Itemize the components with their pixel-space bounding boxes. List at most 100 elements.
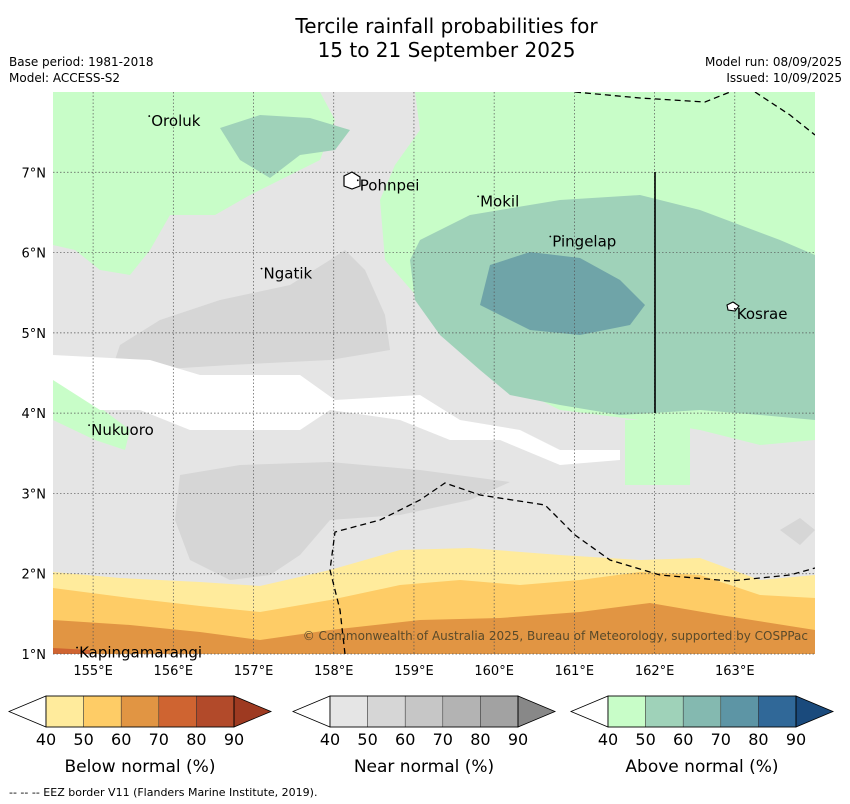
colorbar-tick-label: 60 — [395, 730, 415, 749]
longitude-tick-label: 161°E — [555, 664, 595, 679]
eez-border-north — [574, 92, 731, 103]
colorbar-outline — [45, 695, 235, 728]
colorbar-tick-label: 90 — [508, 730, 528, 749]
colorbar-tick-label: 60 — [111, 730, 131, 749]
longitude-tick-labels: 155°E 156°E 157°E 158°E 159°E 160°E 161°E 162°E… — [73, 664, 754, 679]
title-line-1: Tercile rainfall probabilities for — [295, 14, 598, 38]
colorbar-segment — [682, 695, 722, 728]
colorbar-extend-high — [795, 695, 835, 728]
colorbar-segment — [367, 695, 406, 728]
colorbar-segment — [442, 695, 481, 728]
meta-left: Base period: 1981-2018 Model: ACCESS-S2 — [9, 54, 154, 86]
colorbar-segment — [607, 695, 646, 728]
above-normal-60-north — [220, 115, 350, 178]
place-marker — [260, 267, 263, 270]
kosrae-island — [726, 301, 740, 312]
below-normal-80-patch — [53, 648, 90, 654]
place-label: Pingelap — [552, 233, 616, 251]
probability-field — [53, 92, 815, 654]
place-label: Pohnpei — [360, 176, 420, 194]
eez-border-northeast — [754, 92, 815, 136]
place-marker — [733, 307, 736, 310]
colorbar-tick-label: 50 — [635, 730, 655, 749]
place-marker — [148, 115, 151, 117]
colorbar-segment — [480, 695, 519, 728]
colorbar-segment — [758, 695, 797, 728]
colorbar-tick-label: 70 — [711, 730, 731, 749]
longitude-tick-label: 162°E — [635, 664, 675, 679]
colorbar-tick-label: 60 — [673, 730, 693, 749]
place-label: Kapingamarangi — [79, 644, 202, 662]
near-normal-60-region — [115, 250, 390, 370]
colorbar-tick-label: 70 — [433, 730, 453, 749]
above-normal-region-west — [53, 380, 130, 450]
model-name: Model: ACCESS-S2 — [9, 71, 121, 85]
colorbar-outline — [329, 695, 519, 728]
latitude-tick-labels: 7°N 6°N 5°N 4°N 3°N 2°N 1°N — [22, 166, 47, 663]
colorbar-extend-low — [569, 695, 609, 728]
model-run: Model run: 08/09/2025 — [704, 55, 842, 69]
colorbar: 40 50 60 70 80 90 Below normal (%) — [7, 695, 273, 777]
colorbar-tick-label: 40 — [320, 730, 340, 749]
meta-right: Model run: 08/09/2025 Issued: 10/09/2025 — [705, 54, 842, 86]
place-label: Kosrae — [737, 305, 788, 323]
above-normal-patch-south — [625, 420, 690, 485]
colorbar-segment — [720, 695, 759, 728]
low-probability-band — [53, 355, 620, 465]
colorbar-segment — [645, 695, 684, 728]
colorbar-tick-label: 90 — [224, 730, 244, 749]
colorbar: 40 50 60 70 80 90 Near normal (%) — [291, 695, 557, 777]
colorbar-title: Below normal (%) — [65, 757, 216, 777]
longitude-tick-label: 158°E — [314, 664, 354, 679]
colorbar-tick-label: 90 — [786, 730, 806, 749]
colorbar-title: Above normal (%) — [625, 757, 778, 777]
colorbar-outline — [607, 695, 797, 728]
place-marker — [477, 195, 480, 198]
near-normal-60-south — [175, 462, 510, 580]
colorbar-segment — [45, 695, 84, 728]
longitude-tick-label: 155°E — [73, 664, 113, 679]
place-labels: Oroluk Pohnpei Mokil Pingelap Ngatik Kosrae Nu… — [76, 112, 788, 662]
colorbar-tick-label: 70 — [149, 730, 169, 749]
latitude-tick-label: 3°N — [22, 487, 47, 502]
latitude-tick-label: 4°N — [22, 407, 47, 422]
place-label: Oroluk — [151, 112, 200, 130]
base-period: Base period: 1981-2018 — [9, 55, 154, 69]
eez-borders — [329, 92, 815, 654]
colorbar-extend-high — [517, 695, 557, 728]
colorbar-segment — [120, 695, 160, 728]
colorbar-tick-label: 40 — [36, 730, 56, 749]
place-marker — [76, 646, 78, 649]
colorbar-tick-label: 80 — [186, 730, 206, 749]
colorbar-tick-label: 50 — [357, 730, 377, 749]
latitude-tick-label: 5°N — [22, 327, 47, 342]
colorbar-extend-low — [291, 695, 331, 728]
colorbar-segment — [158, 695, 197, 728]
copyright-text: © Commonwealth of Australia 2025, Bureau… — [303, 629, 808, 643]
colorbar-tick-label: 50 — [73, 730, 93, 749]
place-label: Nukuoro — [91, 421, 154, 439]
place-marker — [549, 235, 552, 238]
colorbar-tick-label: 40 — [598, 730, 618, 749]
latitude-tick-label: 1°N — [22, 648, 47, 663]
above-normal-70-core — [480, 252, 645, 335]
eez-border-south — [329, 482, 815, 654]
colorbar-extend-high — [233, 695, 273, 728]
place-label: Mokil — [480, 192, 519, 210]
chart-title: Tercile rainfall probabilities for 15 to… — [0, 14, 850, 62]
colorbar: 40 50 60 70 80 90 Above normal (%) — [569, 695, 835, 777]
colorbar-segment — [404, 695, 444, 728]
longitude-tick-label: 160°E — [474, 664, 514, 679]
colorbar-segment — [196, 695, 235, 728]
place-marker — [356, 179, 359, 182]
latitude-tick-label: 6°N — [22, 247, 47, 262]
below-normal-70-band — [53, 603, 815, 654]
colorbar-extend-low — [7, 695, 47, 728]
longitude-tick-label: 156°E — [154, 664, 194, 679]
longitude-tick-label: 163°E — [715, 664, 755, 679]
graticule — [53, 92, 815, 655]
colorbar-legends: 40 50 60 70 80 90 Below normal (%) 40 50 60 70 80 90… — [7, 695, 835, 777]
latitude-tick-label: 7°N — [22, 166, 47, 181]
longitude-tick-label: 159°E — [394, 664, 434, 679]
